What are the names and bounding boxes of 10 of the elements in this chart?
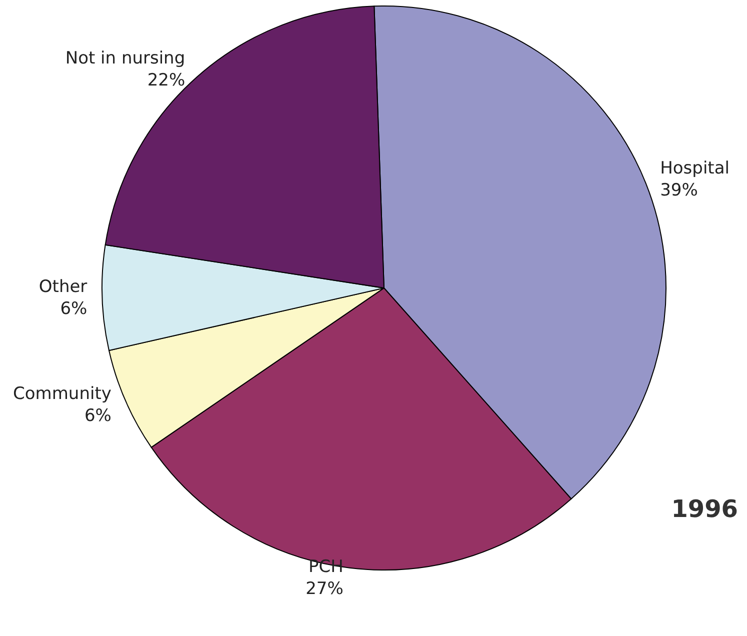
slice-label: Hospital xyxy=(660,158,730,179)
data-label: 39% xyxy=(660,180,698,201)
text: 1996 xyxy=(671,495,738,523)
data-label: 27% xyxy=(306,578,344,599)
data-label: 22% xyxy=(147,70,186,91)
slice-label: Community xyxy=(13,384,112,404)
data-label: 6% xyxy=(84,406,112,426)
slice-label: Other xyxy=(38,277,88,298)
data-label: 6% xyxy=(60,299,88,320)
slice-label: Not in nursing xyxy=(65,48,186,69)
